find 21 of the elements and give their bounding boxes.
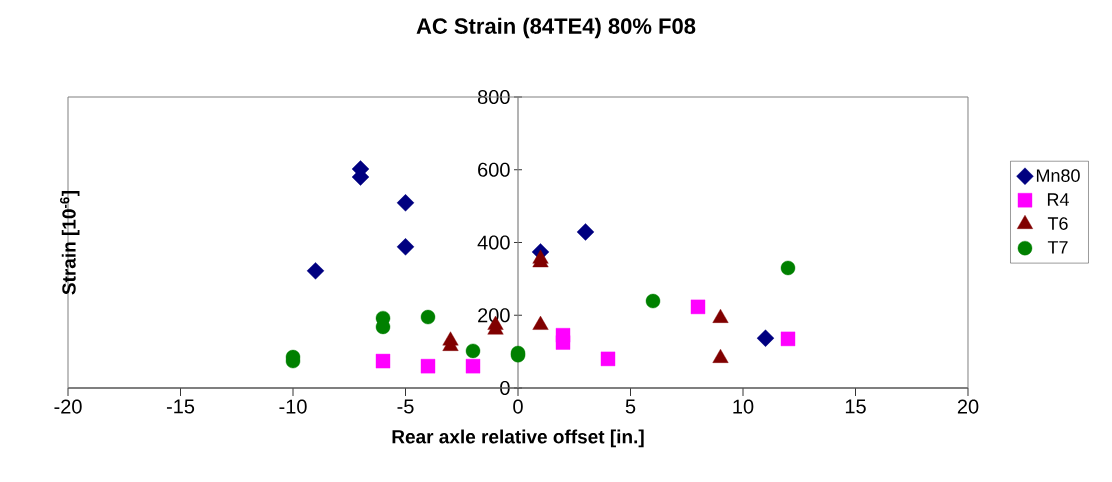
x-tick-label: 10	[733, 399, 754, 414]
x-tick-label: 20	[957, 399, 979, 414]
x-tick-label: 5	[625, 399, 636, 414]
chart-title: AC Strain (84TE4) 80% F08	[416, 17, 696, 39]
y-tick-label: 200	[478, 308, 510, 323]
legend-label: Mn80	[1036, 169, 1080, 182]
legend-label: T7	[1047, 241, 1068, 254]
x-tick-label: 0	[513, 399, 523, 414]
y-tick-label: 800	[477, 89, 510, 105]
legend-label: R4	[1047, 193, 1069, 206]
legend-label: T6	[1047, 217, 1068, 230]
x-tick-label: -10	[279, 399, 307, 414]
x-axis-title: Rear axle relative offset [in.]	[392, 429, 644, 448]
y-tick-label: 0	[500, 380, 510, 396]
x-tick-label: -5	[397, 399, 414, 414]
x-tick-label: -15	[166, 399, 195, 414]
y-tick-label: 400	[477, 235, 510, 250]
x-tick-label: -20	[54, 399, 82, 414]
y-axis-title: Strain [10$^{-6}$]	[59, 190, 80, 295]
x-tick-label: 15	[845, 399, 866, 414]
y-tick-label: 600	[478, 162, 510, 177]
